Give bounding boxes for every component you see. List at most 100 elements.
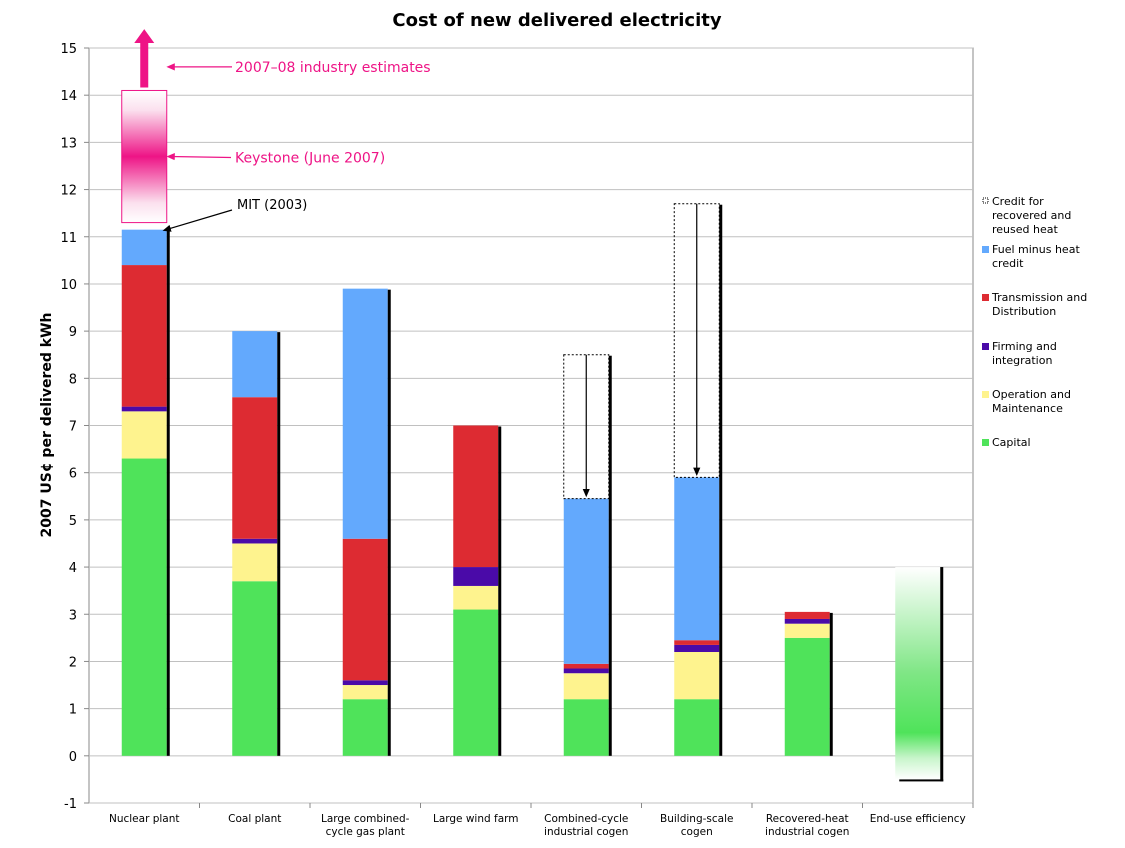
x-tick-label: Large combined- xyxy=(321,813,410,825)
y-tick-label: 0 xyxy=(69,750,77,765)
y-tick-label: 1 xyxy=(69,703,77,718)
legend-label: integration xyxy=(992,354,1052,367)
legend-swatch xyxy=(982,294,989,301)
legend-label: Transmission and xyxy=(991,291,1087,304)
y-tick-label: 7 xyxy=(69,420,77,435)
bar-segment-capital xyxy=(342,699,388,756)
legend-swatch xyxy=(982,439,989,446)
y-tick-label: 15 xyxy=(60,42,77,57)
bar-segment-firming-and-integration xyxy=(674,644,720,652)
bar-segment-operation-and-maintenance xyxy=(674,652,720,700)
bar-segment-capital xyxy=(453,609,499,756)
x-tick-label: Recovered-heat xyxy=(766,813,849,825)
bar-shadow xyxy=(940,567,944,782)
legend-swatch xyxy=(982,391,989,398)
legend-label: Operation and xyxy=(992,388,1071,401)
bar-segment-transmission-and-distribution xyxy=(784,611,830,619)
bar-shadow xyxy=(829,612,833,756)
bar-shadow xyxy=(166,230,170,756)
y-tick-label: 9 xyxy=(69,325,77,340)
bar-segment-firming-and-integration xyxy=(784,618,830,624)
bar-segment-operation-and-maintenance xyxy=(232,543,278,582)
y-tick-label: 13 xyxy=(60,136,77,151)
bar-segment-firming-and-integration xyxy=(453,567,499,586)
legend-label: credit xyxy=(992,257,1024,270)
bar-segment-fuel-minus-heat-credit xyxy=(121,229,167,266)
bar-segment-transmission-and-distribution xyxy=(121,265,167,407)
bar-segment-firming-and-integration xyxy=(121,406,167,412)
bar-segment-capital xyxy=(674,699,720,756)
legend-swatch xyxy=(982,343,989,350)
y-tick-label: 12 xyxy=(60,184,77,199)
bar-segment-transmission-and-distribution xyxy=(674,640,720,645)
mit-label: MIT (2003) xyxy=(237,198,307,213)
bar-segment-fuel-minus-heat-credit xyxy=(674,477,720,641)
legend-label: Capital xyxy=(992,436,1031,449)
bar-end-use-efficiency xyxy=(895,567,941,780)
legend-label: Distribution xyxy=(992,305,1056,318)
x-tick-label: cogen xyxy=(681,826,713,838)
heat-credit-box xyxy=(563,354,610,500)
bar-shadow xyxy=(498,426,502,756)
bar-segment-firming-and-integration xyxy=(342,680,388,686)
bar-segment-transmission-and-distribution xyxy=(342,538,388,681)
x-tick-label: Large wind farm xyxy=(433,813,519,825)
x-tick-label: Nuclear plant xyxy=(109,813,180,825)
bar-segment-fuel-minus-heat-credit xyxy=(342,288,388,539)
y-tick-label: 4 xyxy=(69,561,77,576)
bar-segment-operation-and-maintenance xyxy=(453,585,499,610)
x-tick-label: cycle gas plant xyxy=(326,826,405,838)
bar-segment-operation-and-maintenance xyxy=(342,685,388,700)
y-tick-label: -1 xyxy=(64,797,77,812)
keystone-pointer xyxy=(166,153,232,161)
legend-label: recovered and xyxy=(992,209,1071,222)
y-tick-label: 6 xyxy=(69,467,77,482)
legend-label: Credit for xyxy=(992,195,1044,208)
x-tick-label: industrial cogen xyxy=(544,826,628,838)
legend-label: Fuel minus heat xyxy=(992,243,1080,256)
bar-segment-capital xyxy=(121,458,167,756)
bar-shadow xyxy=(277,332,281,756)
bar-shadow xyxy=(899,779,944,782)
bar-segment-capital xyxy=(563,699,609,756)
legend-label: reused heat xyxy=(992,223,1058,236)
y-tick-label: 5 xyxy=(69,514,77,529)
bar-segment-transmission-and-distribution xyxy=(453,425,499,568)
industry-estimates-up-arrow xyxy=(134,29,155,88)
legend-swatch-dotted xyxy=(982,197,989,204)
bar-segment-transmission-and-distribution xyxy=(563,663,609,669)
y-tick-label: 14 xyxy=(60,89,77,104)
bar-segment-fuel-minus-heat-credit xyxy=(232,331,278,398)
legend-label: Firming and xyxy=(992,340,1057,353)
bar-segment-operation-and-maintenance xyxy=(563,673,609,700)
legend-label: Maintenance xyxy=(992,402,1063,415)
bar-segment-capital xyxy=(784,637,830,756)
industry-estimates-label: 2007–08 industry estimates xyxy=(235,60,431,76)
x-tick-label: Combined-cycle xyxy=(544,813,628,825)
mit-pointer xyxy=(162,209,233,232)
chart-title: Cost of new delivered electricity xyxy=(392,10,722,31)
x-tick-label: Building-scale xyxy=(660,813,733,825)
bar-segment-firming-and-integration xyxy=(232,538,278,544)
bar-segment-fuel-minus-heat-credit xyxy=(563,498,609,664)
bar-shadow xyxy=(387,289,391,756)
y-tick-label: 8 xyxy=(69,372,77,387)
bar-segment-operation-and-maintenance xyxy=(784,623,830,638)
bar-shadow xyxy=(719,204,723,756)
legend-swatch xyxy=(982,246,989,253)
bar-shadow xyxy=(608,355,612,756)
y-tick-label: 11 xyxy=(60,231,77,246)
bar-segment-firming-and-integration xyxy=(563,668,609,674)
bar-segment-operation-and-maintenance xyxy=(121,411,167,459)
x-tick-label: industrial cogen xyxy=(765,826,849,838)
bar-segment-capital xyxy=(232,581,278,756)
y-axis-label: 2007 US¢ per delivered kWh xyxy=(39,313,55,538)
x-tick-label: End-use efficiency xyxy=(870,813,966,825)
keystone-range-box xyxy=(121,89,168,224)
y-tick-label: 3 xyxy=(69,608,77,623)
bar-segment-transmission-and-distribution xyxy=(232,397,278,539)
y-tick-label: 10 xyxy=(60,278,77,293)
heat-credit-box xyxy=(673,203,720,478)
keystone-label: Keystone (June 2007) xyxy=(235,151,385,167)
